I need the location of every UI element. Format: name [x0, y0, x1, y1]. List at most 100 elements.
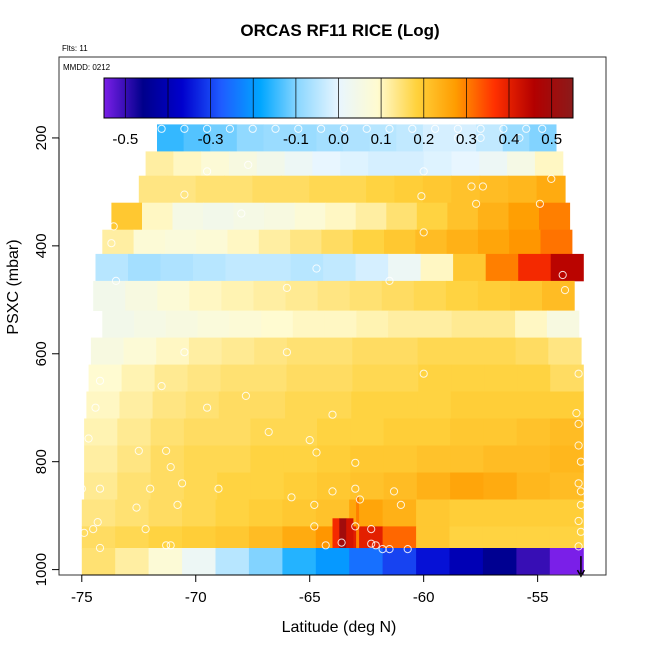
- heatmap-cell: [117, 418, 152, 446]
- heatmap-cell: [183, 418, 218, 446]
- heatmap-cell: [290, 253, 324, 282]
- heatmap-cell: [337, 175, 367, 204]
- observation-point: [248, 124, 257, 133]
- observation-point: [166, 463, 175, 472]
- heatmap-cell: [282, 548, 317, 575]
- heatmap-cell: [182, 499, 217, 527]
- heatmap-cell: [312, 151, 341, 177]
- heatmap-cell: [449, 499, 484, 527]
- heatmap-cell: [482, 337, 517, 365]
- heatmap-cell: [282, 526, 317, 549]
- colorbar-tick-label: -0.1: [283, 131, 309, 148]
- heatmap-cell: [167, 175, 197, 204]
- heatmap-cell: [507, 151, 536, 177]
- heatmap-cell: [515, 337, 549, 365]
- observation-point: [173, 500, 182, 509]
- observation-point: [180, 190, 189, 199]
- heatmap-cell: [549, 418, 584, 446]
- heatmap-cell: [319, 337, 353, 365]
- heatmap-cell: [119, 391, 154, 419]
- heatmap-cell: [386, 202, 418, 231]
- observation-point: [351, 484, 360, 493]
- observation-point: [419, 228, 428, 237]
- heatmap-cell: [355, 202, 387, 231]
- heatmap-cell: [252, 391, 286, 419]
- heatmap-cell: [84, 472, 118, 500]
- observation-point: [355, 495, 364, 504]
- heatmap-cell: [133, 229, 166, 255]
- observation-point: [431, 124, 440, 133]
- colorbar-tick-label: -0.3: [198, 131, 224, 148]
- heatmap-cell: [340, 151, 369, 177]
- heatmap-cell: [229, 310, 262, 338]
- flights-annotation: Flts: 11: [62, 44, 88, 53]
- heatmap-cell: [248, 526, 283, 549]
- heatmap-cell: [225, 253, 259, 282]
- heatmap-cell: [285, 391, 319, 419]
- heatmap-cell: [453, 253, 487, 282]
- observation-point: [576, 500, 586, 509]
- heatmap-cell: [484, 364, 518, 392]
- y-tick-label: 1000: [33, 553, 50, 586]
- heatmap-cell: [148, 499, 183, 527]
- heatmap-cell: [516, 499, 551, 527]
- heatmap-cell: [549, 499, 584, 527]
- heatmap-cell: [165, 310, 199, 338]
- heatmap-cell: [128, 253, 162, 282]
- heatmap-cell: [215, 499, 250, 527]
- heatmap-cell: [248, 548, 283, 575]
- heatmap-cell: [550, 364, 584, 392]
- observation-point: [241, 391, 250, 400]
- heatmap-cell: [221, 337, 255, 365]
- heatmap-cell: [540, 229, 573, 255]
- heatmap-cell: [236, 124, 264, 152]
- heatmap-cell: [352, 337, 386, 365]
- observation-point: [312, 448, 321, 457]
- heatmap-cell: [256, 151, 286, 177]
- observation-point: [547, 174, 556, 183]
- heatmap-cell: [450, 418, 484, 446]
- heatmap-cell: [102, 229, 135, 255]
- x-tick-label: -60: [413, 589, 435, 606]
- observation-point: [134, 446, 143, 455]
- heatmap-cell: [450, 445, 484, 473]
- observation-point: [476, 124, 485, 133]
- heatmap-cell: [233, 202, 265, 231]
- heatmap-cell: [150, 418, 185, 446]
- heatmap-cell: [509, 229, 542, 255]
- observation-point: [287, 493, 296, 502]
- heatmap-cell: [416, 472, 451, 500]
- observation-point: [538, 124, 547, 133]
- heatmap-cell: [516, 418, 551, 446]
- observation-point: [389, 487, 399, 496]
- heatmap-cell: [483, 418, 518, 446]
- heatmap-cell: [286, 337, 321, 365]
- heatmap-cell: [258, 229, 291, 255]
- heatmap-cell: [423, 151, 453, 177]
- observation-point: [180, 348, 189, 357]
- heatmap-cell: [195, 175, 225, 204]
- observation-point: [574, 542, 583, 551]
- heatmap-cell: [121, 364, 156, 392]
- heatmap-hotspot-cell: [339, 518, 347, 548]
- heatmap-cell: [210, 124, 238, 152]
- heatmap-cell: [351, 391, 385, 419]
- observation-point: [294, 124, 303, 133]
- heatmap-cell: [550, 391, 584, 419]
- heatmap-hotspot-cell: [332, 518, 340, 548]
- heatmap-cell: [352, 229, 385, 255]
- heatmap-cell: [283, 472, 318, 500]
- heatmap-cell: [483, 445, 518, 473]
- heatmap-cell: [482, 499, 517, 527]
- heatmap-cell: [201, 151, 230, 177]
- colorbar-tick-label: 0.5: [541, 131, 562, 148]
- observation-point: [203, 403, 212, 412]
- heatmap-cell: [157, 124, 185, 152]
- heatmap-cell: [217, 445, 252, 473]
- heatmap-cell: [285, 280, 319, 311]
- heatmap-cell: [164, 229, 197, 255]
- heatmap-cell: [388, 310, 421, 338]
- observation-point: [574, 516, 583, 526]
- heatmap-hotspot-cell: [346, 518, 354, 548]
- observation-point: [312, 264, 321, 273]
